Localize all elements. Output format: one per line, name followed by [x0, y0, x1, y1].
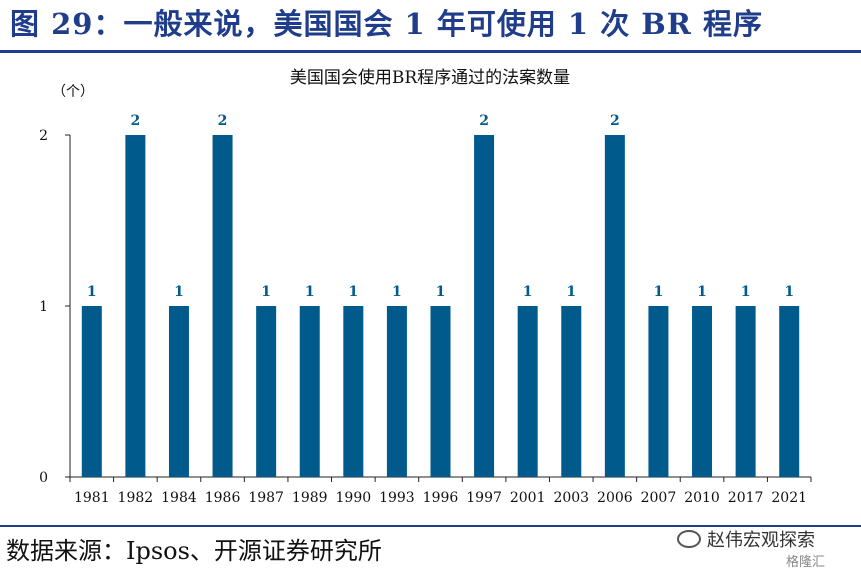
- data-label: 1: [566, 284, 576, 300]
- x-tick-label: 1986: [205, 490, 241, 506]
- data-label: 2: [610, 113, 620, 129]
- data-label: 1: [523, 284, 533, 300]
- x-tick-label: 1981: [74, 490, 110, 506]
- bar: [125, 135, 146, 477]
- bar: [81, 306, 102, 477]
- x-tick-label: 1993: [379, 490, 415, 506]
- bar: [604, 135, 625, 477]
- y-tick-label: 2: [39, 128, 48, 144]
- data-label: 1: [654, 284, 664, 300]
- bar: [430, 306, 451, 477]
- data-label: 2: [131, 113, 141, 129]
- x-tick-label: 2001: [510, 490, 546, 506]
- x-tick-label: 1997: [466, 490, 502, 506]
- x-tick-label: 1987: [248, 490, 284, 506]
- x-tick-label: 1984: [161, 490, 197, 506]
- x-tick-label: 1990: [336, 490, 372, 506]
- bar: [212, 135, 233, 477]
- watermark: 赵伟宏观探索: [677, 528, 815, 554]
- watermark-secondary: 格隆汇: [786, 555, 826, 570]
- bar: [692, 306, 713, 477]
- data-label: 1: [87, 284, 97, 300]
- data-source: 数据来源：Ipsos、开源证券研究所: [6, 537, 382, 565]
- data-label: 2: [218, 113, 228, 129]
- data-label: 1: [174, 284, 184, 300]
- x-tick-label: 1989: [292, 490, 328, 506]
- x-tick-label: 2006: [597, 490, 633, 506]
- figure-title: 图 29：一般来说，美国国会 1 年可使用 1 次 BR 程序: [10, 7, 763, 41]
- chart-title: 美国国会使用BR程序通过的法案数量: [290, 67, 570, 88]
- y-tick-label: 1: [39, 299, 48, 315]
- data-label: 1: [261, 284, 271, 300]
- data-label: 1: [436, 284, 446, 300]
- bar: [779, 306, 800, 477]
- bar-chart: 美国国会使用BR程序通过的法案数量 （个） 0 1 2 1 1981 2 1982 1 1984…: [39, 67, 812, 506]
- data-label: 1: [392, 284, 402, 300]
- data-label: 2: [479, 113, 489, 129]
- bar: [735, 306, 756, 477]
- bar: [299, 306, 320, 477]
- wechat-icon: [677, 530, 701, 548]
- bar: [386, 306, 407, 477]
- data-label: 1: [784, 284, 794, 300]
- x-tick-label: 1982: [118, 490, 154, 506]
- y-tick-label: 0: [39, 470, 48, 486]
- plot-area: 0 1 2 1 1981 2 1982 1 1984 2 1986 1 1987 1 1989 1 1990 1 1…: [39, 113, 812, 506]
- x-tick-label: 2010: [684, 490, 720, 506]
- bar: [168, 306, 189, 477]
- x-tick-label: 2017: [728, 490, 764, 506]
- footer-divider: [0, 525, 861, 527]
- bar: [343, 306, 364, 477]
- x-tick-label: 2021: [771, 490, 807, 506]
- bar: [561, 306, 582, 477]
- x-tick-label: 2007: [641, 490, 677, 506]
- y-axis-label: （个）: [52, 84, 94, 100]
- data-label: 1: [348, 284, 358, 300]
- bar: [517, 306, 538, 477]
- data-label: 1: [741, 284, 751, 300]
- x-tick-label: 2003: [553, 490, 589, 506]
- data-label: 1: [305, 284, 315, 300]
- bar: [474, 135, 495, 477]
- bar: [648, 306, 669, 477]
- data-label: 1: [697, 284, 707, 300]
- watermark-text: 赵伟宏观探索: [707, 530, 815, 551]
- x-tick-label: 1996: [423, 490, 459, 506]
- bar: [256, 306, 277, 477]
- title-divider: [0, 50, 861, 53]
